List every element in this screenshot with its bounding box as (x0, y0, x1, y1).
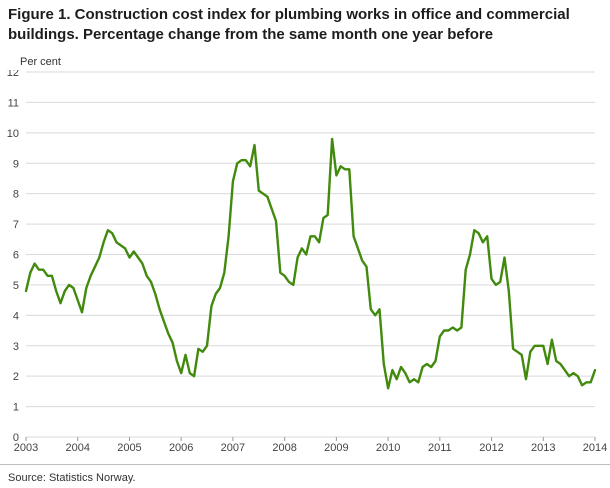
y-axis-tick-label: 10 (7, 128, 19, 140)
y-axis-tick-label: 1 (13, 402, 19, 414)
data-series-line (24, 137, 597, 390)
y-axis-tick-label: 3 (13, 341, 19, 353)
x-axis-tick-label: 2007 (221, 442, 245, 454)
x-axis-tick-label: 2012 (479, 442, 503, 454)
y-axis-tick-label: 12 (7, 70, 19, 79)
x-axis-tick-label: 2003 (14, 442, 38, 454)
x-axis-tick-label: 2008 (272, 442, 296, 454)
y-axis-tick-label: 2 (13, 371, 19, 383)
chart-title: Figure 1. Construction cost index for pl… (8, 6, 570, 43)
y-axis-tick-label: 9 (13, 158, 19, 170)
source-divider (0, 464, 610, 465)
x-axis-tick-label: 2009 (324, 442, 348, 454)
x-axis-tick-label: 2010 (376, 442, 400, 454)
x-axis-tick-label: 2005 (117, 442, 141, 454)
x-axis-tick-label: 2013 (531, 442, 555, 454)
y-axis-unit-label: Per cent (20, 56, 61, 68)
y-axis-tick-label: 11 (8, 97, 19, 109)
x-axis-tick-label: 2011 (428, 442, 452, 454)
x-axis-tick-label: 2014 (583, 442, 607, 454)
y-axis-tick-label: 8 (13, 189, 19, 201)
source-note: Source: Statistics Norway. (8, 472, 136, 484)
y-axis-tick-label: 6 (13, 250, 19, 262)
y-axis-tick-label: 4 (13, 310, 19, 322)
x-axis-tick-label: 2004 (65, 442, 89, 454)
x-axis-tick-label: 2006 (169, 442, 193, 454)
y-axis-tick-label: 7 (13, 219, 19, 231)
y-axis-tick-label: 5 (13, 280, 19, 292)
y-axis-tick-label: 0 (13, 432, 19, 444)
